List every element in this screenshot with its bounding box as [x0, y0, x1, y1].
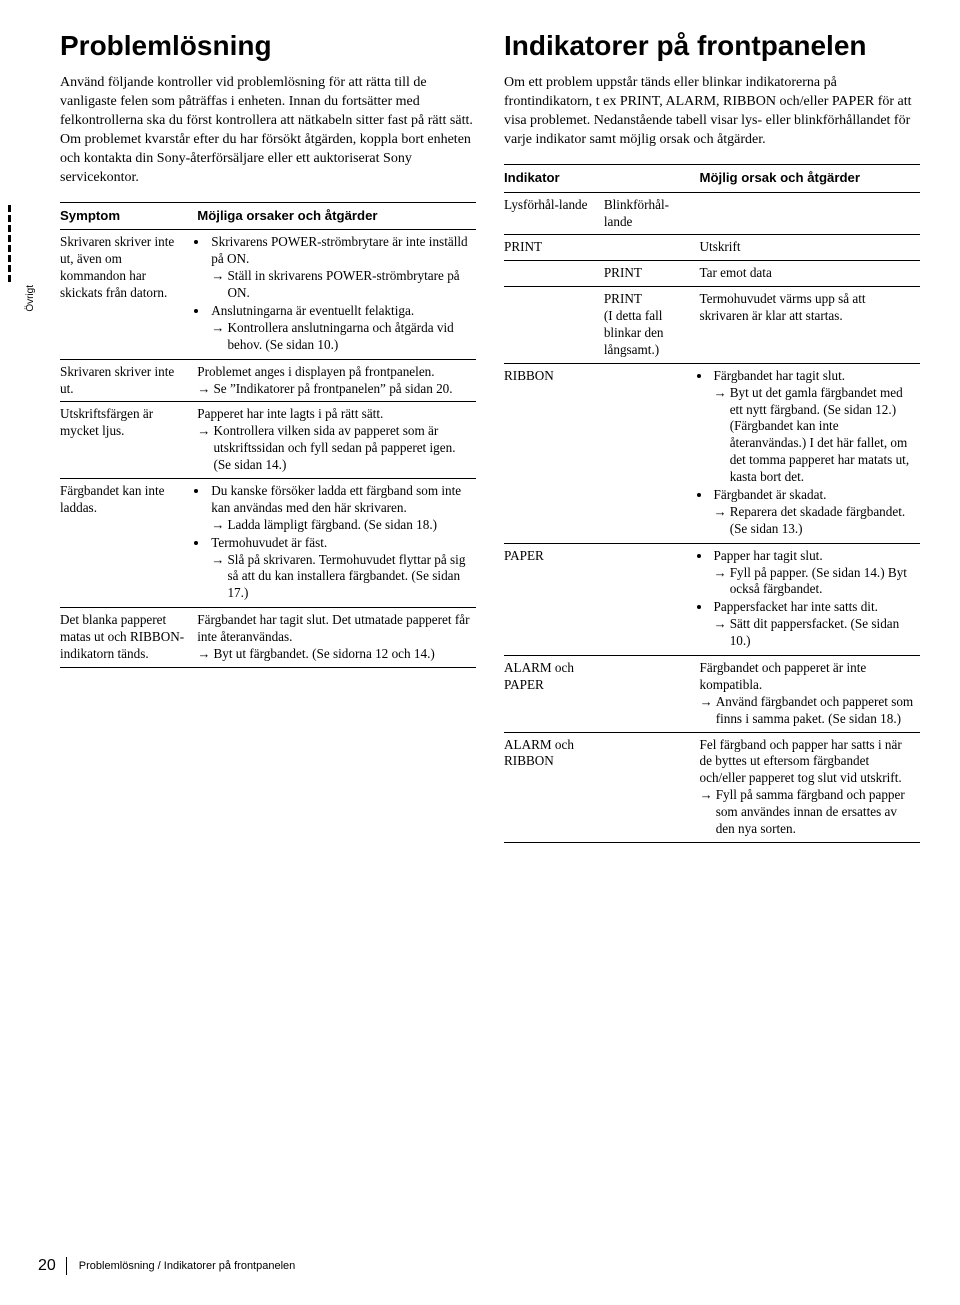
cause-plain: Färgbandet har tagit slut. Det utmatade …	[197, 612, 472, 646]
cause-bullet: Anslutningarna är eventuellt felaktiga.→…	[209, 303, 472, 354]
cell-lys: PAPER	[504, 543, 604, 655]
cause-arrow: Reparera det skadade färgbandet. (Se sid…	[730, 504, 916, 538]
cell-symptom: Skrivaren skriver inte ut.	[60, 359, 197, 402]
cell-lys	[504, 287, 604, 364]
cause-arrow: Fyll på papper. (Se sidan 14.) Byt också…	[730, 565, 916, 599]
right-intro: Om ett problem uppstår tänds eller blink…	[504, 74, 920, 150]
table-row: Skrivaren skriver inte ut, även om komma…	[60, 230, 476, 359]
cell-lys	[504, 261, 604, 287]
table-row: Utskriftsfärgen är mycket ljus.Papperet …	[60, 402, 476, 479]
page-footer: 20 Problemlösning / Indikatorer på front…	[38, 1257, 295, 1275]
left-column: Problemlösning Använd följande kontrolle…	[60, 30, 476, 843]
cause-arrow: Slå på skrivaren. Termohuvudet flyttar p…	[227, 552, 472, 603]
table-row: Skrivaren skriver inte ut.Problemet ange…	[60, 359, 476, 402]
cause-arrow: Byt ut färgbandet. (Se sidorna 12 och 14…	[213, 646, 472, 663]
cell-cause: Papper har tagit slut.→Fyll på papper. (…	[700, 543, 921, 655]
cell-blink: PRINT	[604, 261, 700, 287]
cause-arrow: Ställ in skrivarens POWER-strömbrytare p…	[227, 268, 472, 302]
cell-cause: Skrivarens POWER-strömbrytare är inte in…	[197, 230, 476, 359]
page-number: 20	[38, 1257, 56, 1275]
cell-lys: PRINT	[504, 235, 604, 261]
cause-arrow: Sätt dit pappersfacket. (Se sidan 10.)	[730, 616, 916, 650]
cell-cause: Problemet anges i displayen på frontpane…	[197, 359, 476, 402]
cause-bullet: Pappersfacket har inte satts dit.→Sätt d…	[712, 599, 917, 650]
left-intro: Använd följande kontroller vid problemlö…	[60, 74, 476, 187]
cause-plain: Papperet har inte lagts i på rätt sätt.	[197, 406, 472, 423]
cell-lys: RIBBON	[504, 363, 604, 543]
cell-lys: ALARM och PAPER	[504, 656, 604, 733]
subhead-empty	[700, 192, 921, 235]
cause-plain: Problemet anges i displayen på frontpane…	[197, 364, 472, 381]
table-row: PRINT Utskrift	[504, 235, 920, 261]
cell-cause: Papperet har inte lagts i på rätt sätt.→…	[197, 402, 476, 479]
cell-cause: Utskrift	[700, 235, 921, 261]
cause-plain: Tar emot data	[700, 265, 917, 282]
table-row: PRINT(I detta fall blinkar den långsamt.…	[504, 287, 920, 364]
cause-bullet: Färgbandet är skadat.→Reparera det skada…	[712, 487, 917, 538]
troubleshoot-table: Symptom Möjliga orsaker och åtgärder Skr…	[60, 202, 476, 668]
left-title: Problemlösning	[60, 30, 476, 62]
cause-plain: Färgbandet och papperet är inte kompatib…	[700, 660, 917, 694]
indicator-table: Indikator Möjlig orsak och åtgärder Lysf…	[504, 164, 920, 843]
cause-plain: Termohuvudet värms upp så att skrivaren …	[700, 291, 917, 325]
cause-bullet: Papper har tagit slut.→Fyll på papper. (…	[712, 548, 917, 599]
cause-plain: Utskrift	[700, 239, 917, 256]
table-row: Färgbandet kan inte laddas.Du kanske för…	[60, 479, 476, 608]
cell-blink	[604, 363, 700, 543]
subhead-lys: Lysförhål-lande	[504, 192, 604, 235]
footer-divider	[66, 1257, 67, 1275]
cell-blink	[604, 235, 700, 261]
cell-blink	[604, 732, 700, 842]
right-title: Indikatorer på frontpanelen	[504, 30, 920, 62]
table-row: ALARM och PAPER Färgbandet och papperet ä…	[504, 656, 920, 733]
cell-lys: ALARM och RIBBON	[504, 732, 604, 842]
cause-arrow: Använd färgbandet och papperet som finns…	[716, 694, 916, 728]
cell-cause: Färgbandet har tagit slut.→Byt ut det ga…	[700, 363, 921, 543]
cell-blink	[604, 656, 700, 733]
cause-arrow: Byt ut det gamla färgbandet med ett nytt…	[730, 385, 916, 486]
table-row: PAPER Papper har tagit slut.→Fyll på papp…	[504, 543, 920, 655]
side-marker-bars	[8, 205, 11, 285]
th-cause2: Möjlig orsak och åtgärder	[700, 164, 921, 192]
table-row: Det blanka papperet matas ut och RIBBON-…	[60, 608, 476, 668]
th-indicator: Indikator	[504, 164, 700, 192]
cause-bullet: Du kanske försöker ladda ett färgband so…	[209, 483, 472, 534]
cause-arrow: Ladda lämpligt färgband. (Se sidan 18.)	[227, 517, 472, 534]
cell-cause: Fel färgband och papper har satts i när …	[700, 732, 921, 842]
cell-cause: Färgbandet har tagit slut. Det utmatade …	[197, 608, 476, 668]
right-column: Indikatorer på frontpanelen Om ett probl…	[504, 30, 920, 843]
cell-blink: PRINT(I detta fall blinkar den långsamt.…	[604, 287, 700, 364]
cause-arrow: Se ”Indikatorer på frontpanelen” på sida…	[213, 381, 472, 398]
cell-cause: Du kanske försöker ladda ett färgband so…	[197, 479, 476, 608]
table-row: PRINTTar emot data	[504, 261, 920, 287]
th-symptom: Symptom	[60, 202, 197, 230]
th-cause: Möjliga orsaker och åtgärder	[197, 202, 476, 230]
cell-cause: Termohuvudet värms upp så att skrivaren …	[700, 287, 921, 364]
subhead-blink: Blinkförhål-lande	[604, 192, 700, 235]
cell-symptom: Skrivaren skriver inte ut, även om komma…	[60, 230, 197, 359]
cell-symptom: Utskriftsfärgen är mycket ljus.	[60, 402, 197, 479]
cause-bullet: Termohuvudet är fäst.→Slå på skrivaren. …	[209, 535, 472, 603]
cause-bullet: Skrivarens POWER-strömbrytare är inte in…	[209, 234, 472, 302]
footer-text: Problemlösning / Indikatorer på frontpan…	[79, 1260, 295, 1272]
cause-plain: Fel färgband och papper har satts i när …	[700, 737, 917, 788]
table-row: RIBBON Färgbandet har tagit slut.→Byt ut …	[504, 363, 920, 543]
cell-blink	[604, 543, 700, 655]
cause-arrow: Fyll på samma färgband och papper som an…	[716, 787, 916, 838]
cell-cause: Färgbandet och papperet är inte kompatib…	[700, 656, 921, 733]
page-body: Problemlösning Använd följande kontrolle…	[0, 0, 960, 853]
cell-symptom: Det blanka papperet matas ut och RIBBON-…	[60, 608, 197, 668]
cell-cause: Tar emot data	[700, 261, 921, 287]
side-tab-label: Övrigt	[25, 285, 36, 312]
cause-bullet: Färgbandet har tagit slut.→Byt ut det ga…	[712, 368, 917, 486]
table-row: ALARM och RIBBON Fel färgband och papper …	[504, 732, 920, 842]
cell-symptom: Färgbandet kan inte laddas.	[60, 479, 197, 608]
cause-arrow: Kontrollera vilken sida av papperet som …	[213, 423, 472, 474]
cause-arrow: Kontrollera anslutningarna och åtgärda v…	[227, 320, 472, 354]
